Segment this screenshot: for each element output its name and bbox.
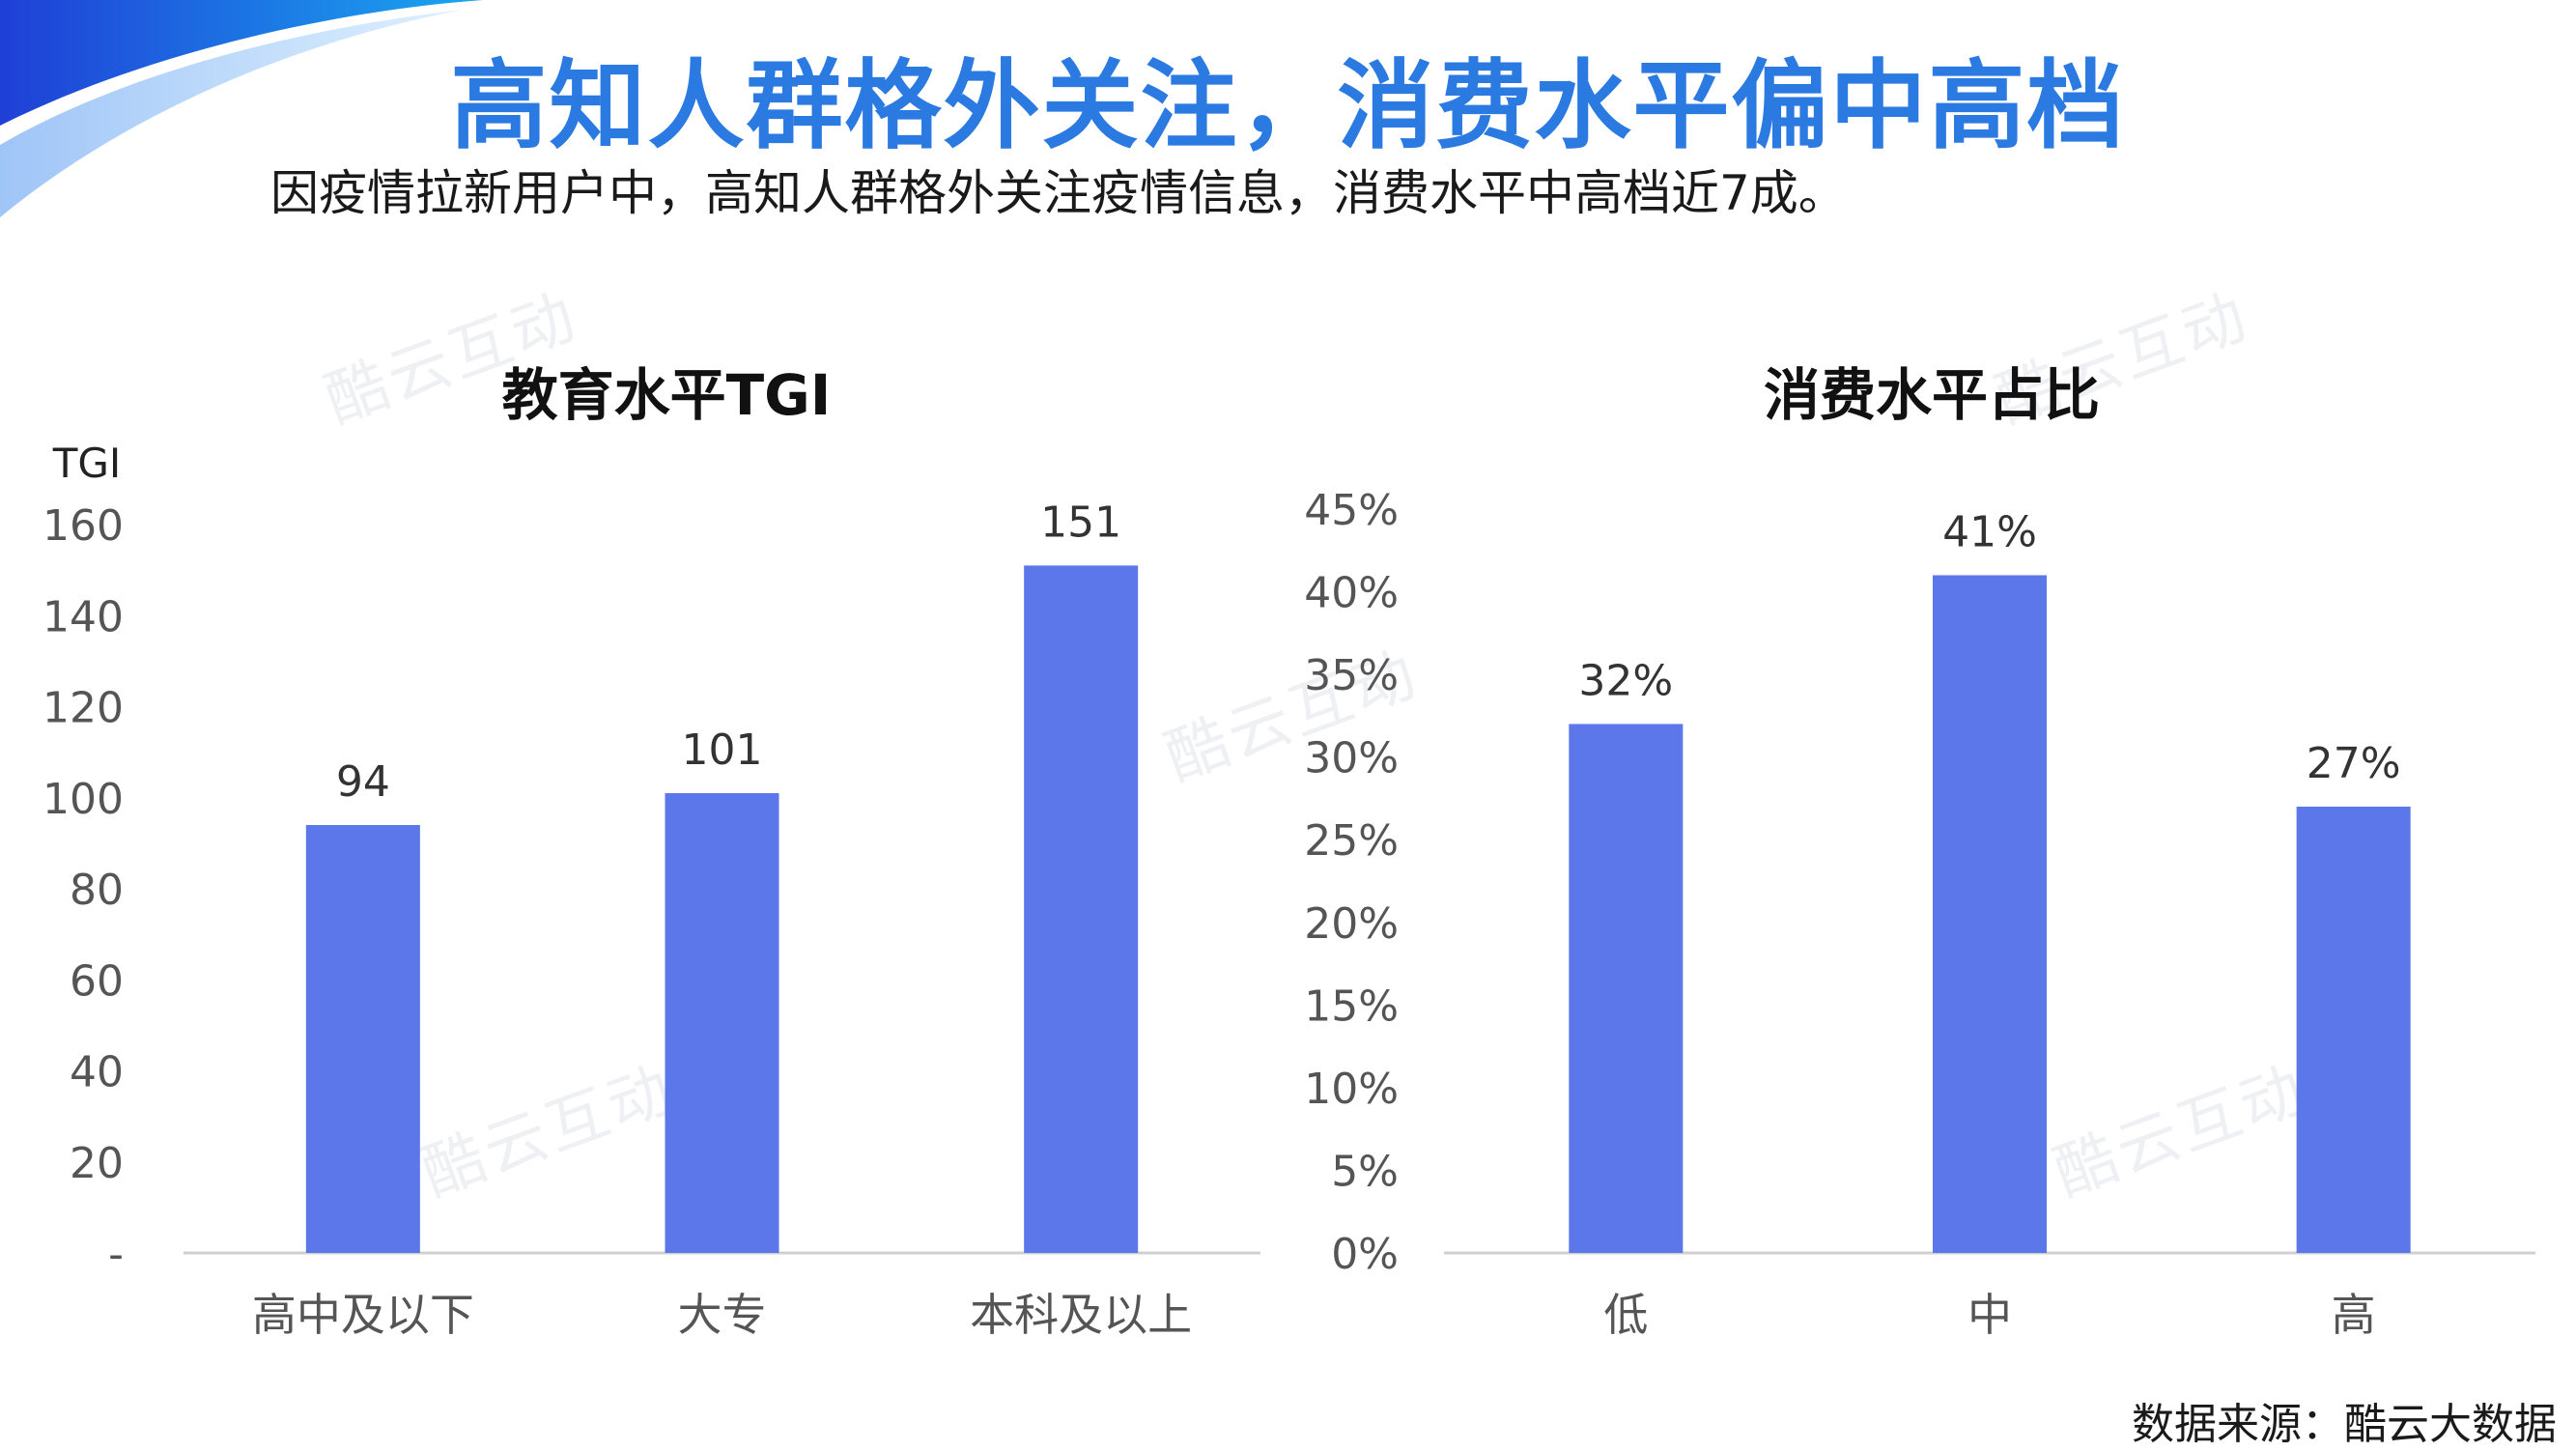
y-axis-label: TGI	[52, 440, 122, 487]
bar	[1933, 575, 2047, 1253]
data-label: 151	[1040, 498, 1121, 547]
data-label: 32%	[1578, 656, 1673, 705]
x-tick-label: 大专	[678, 1289, 767, 1341]
y-tick-label: 10%	[1304, 1065, 1399, 1114]
page-subtitle: 因疫情拉新用户中，高知人群格外关注疫情信息，消费水平中高档近7成。	[270, 165, 1847, 221]
y-tick-label: 5%	[1331, 1147, 1399, 1196]
y-tick-label: 0%	[1331, 1230, 1399, 1279]
bar	[1569, 724, 1684, 1253]
y-tick-label: 20%	[1304, 899, 1399, 949]
data-label: 27%	[2307, 739, 2401, 788]
y-tick-label: 160	[42, 501, 124, 551]
bar	[665, 793, 779, 1253]
y-tick-label: 30%	[1304, 734, 1399, 783]
x-tick-label: 本科及以上	[970, 1289, 1192, 1341]
x-tick-label: 高中及以下	[252, 1289, 474, 1341]
y-tick-label: 100	[42, 775, 124, 824]
y-tick-label: -	[108, 1230, 124, 1279]
data-source: 数据来源：酷云大数据	[2132, 1400, 2557, 1449]
x-tick-label: 中	[1967, 1289, 2012, 1341]
chart-title-education: 教育水平TGI	[501, 362, 832, 428]
y-tick-label: 45%	[1304, 486, 1399, 535]
y-tick-label: 60	[70, 956, 124, 1006]
y-tick-label: 40	[70, 1048, 124, 1097]
y-tick-label: 35%	[1304, 651, 1399, 700]
x-tick-label: 低	[1603, 1289, 1648, 1341]
bar	[2296, 807, 2411, 1253]
y-tick-label: 25%	[1304, 816, 1399, 866]
y-tick-label: 120	[42, 684, 124, 733]
chart-title-consumption: 消费水平占比	[1763, 362, 2100, 428]
y-tick-label: 20	[70, 1139, 124, 1188]
y-tick-label: 80	[70, 866, 124, 915]
data-label: 101	[682, 726, 763, 775]
y-tick-label: 40%	[1304, 569, 1399, 618]
corner-decoration	[0, 0, 483, 217]
data-label: 94	[336, 757, 390, 807]
bar	[1024, 565, 1139, 1253]
bar	[305, 825, 420, 1253]
x-tick-label: 高	[2332, 1289, 2376, 1341]
data-label: 41%	[1942, 507, 2037, 556]
y-tick-label: 140	[42, 592, 124, 641]
y-tick-label: 15%	[1304, 982, 1399, 1031]
page-title: 高知人群格外关注，消费水平偏中高档	[450, 49, 2126, 162]
